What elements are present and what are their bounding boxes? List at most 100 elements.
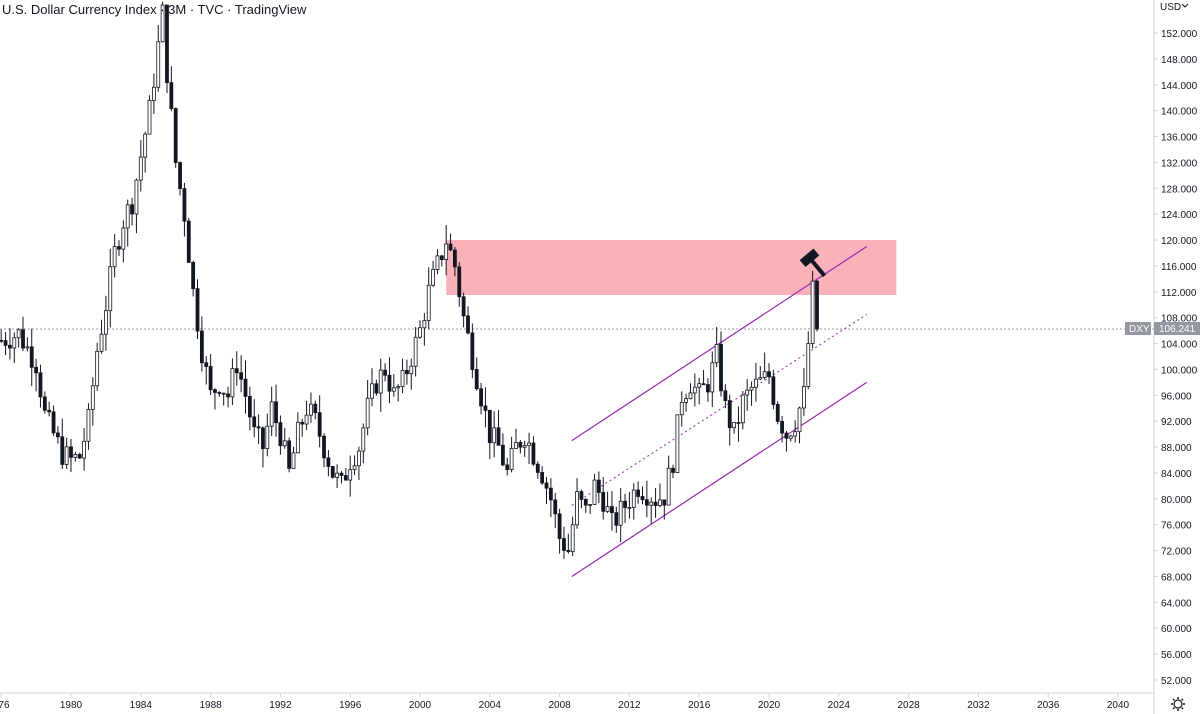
- candle: [802, 367, 806, 416]
- candle: [444, 225, 449, 276]
- candle: [370, 368, 374, 407]
- y-tick-label: 132.000: [1161, 158, 1198, 169]
- y-tick-label: 76.000: [1161, 521, 1192, 532]
- candle: [644, 480, 649, 518]
- candle: [605, 491, 610, 513]
- currency-selector[interactable]: USD: [1160, 2, 1189, 13]
- candle: [156, 24, 161, 92]
- price-axis[interactable]: 52.000 56.000 60.000 64.000 68.000 72.000 76.0…: [1154, 29, 1198, 687]
- resistance-zone-layer: [446, 240, 897, 296]
- candle: [0, 329, 4, 343]
- candle: [692, 373, 697, 407]
- candle: [706, 378, 710, 402]
- channel-upper-line[interactable]: [571, 246, 868, 442]
- candle: [815, 279, 819, 332]
- trend-channel[interactable]: [571, 246, 868, 577]
- candle: [505, 457, 510, 476]
- candle: [121, 220, 126, 263]
- candle: [3, 331, 8, 356]
- candle: [522, 440, 527, 457]
- candle: [186, 217, 191, 263]
- candle: [448, 233, 453, 252]
- channel-middle-line[interactable]: [571, 314, 867, 506]
- candle: [217, 391, 222, 397]
- candle: [348, 455, 353, 497]
- candle: [457, 262, 462, 307]
- x-tick-label: 1988: [199, 700, 222, 711]
- candle: [518, 440, 523, 454]
- candle: [740, 390, 745, 430]
- candle: [42, 391, 47, 414]
- candle: [391, 374, 396, 397]
- candle: [182, 182, 187, 237]
- y-tick-label: 136.000: [1161, 133, 1198, 144]
- candle: [309, 392, 313, 423]
- x-tick-label: 1992: [269, 700, 292, 711]
- candle: [754, 362, 758, 402]
- candle: [749, 381, 754, 406]
- y-tick-label: 116.000: [1161, 262, 1197, 273]
- candle: [274, 384, 278, 437]
- candle: [8, 328, 12, 360]
- symbol-badge: DXY: [1125, 322, 1151, 335]
- candle: [56, 426, 60, 444]
- candle: [204, 356, 209, 385]
- candle: [104, 295, 108, 351]
- gear-icon[interactable]: [1171, 697, 1185, 711]
- resistance-zone[interactable]: [446, 240, 897, 296]
- y-tick-label: 140.000: [1161, 107, 1198, 118]
- candle: [727, 394, 732, 446]
- y-tick-label: 68.000: [1161, 572, 1192, 583]
- x-tick-label: 1996: [339, 700, 362, 711]
- candle: [553, 492, 558, 529]
- candle: [658, 483, 662, 508]
- x-tick-label: 2000: [409, 700, 432, 711]
- candle: [431, 260, 435, 287]
- candle: [335, 464, 340, 489]
- candle: [671, 464, 675, 479]
- candle: [191, 260, 196, 297]
- candle: [762, 352, 767, 380]
- time-axis[interactable]: 976 1980 1984 1988 1992 1996 2000 2004 2008 2012 2…: [0, 693, 1130, 711]
- candle: [396, 384, 401, 402]
- y-tick-label: 52.000: [1161, 676, 1192, 687]
- y-tick-label: 72.000: [1161, 547, 1192, 558]
- candle: [378, 358, 383, 412]
- candle: [165, 4, 169, 94]
- candle: [548, 478, 553, 518]
- candle: [775, 401, 780, 425]
- candle: [108, 248, 113, 328]
- y-tick-label: 124.000: [1161, 210, 1198, 221]
- candle: [649, 497, 654, 524]
- chart-title: U.S. Dollar Currency Index · 3M · TVC · …: [2, 2, 307, 17]
- candle: [570, 516, 575, 556]
- y-tick-label: 92.000: [1161, 417, 1192, 428]
- candle: [269, 386, 274, 436]
- candle: [422, 313, 427, 346]
- candle: [287, 437, 292, 473]
- candle: [34, 358, 38, 392]
- candle: [575, 478, 579, 529]
- y-tick-label: 64.000: [1161, 598, 1192, 609]
- candle: [252, 399, 257, 438]
- candle: [627, 491, 632, 519]
- candle: [160, 1, 165, 43]
- candle: [610, 491, 614, 531]
- candle: [300, 418, 305, 437]
- candle: [47, 401, 52, 417]
- y-tick-label: 148.000: [1161, 55, 1198, 66]
- x-tick-label: 2004: [479, 700, 502, 711]
- candle: [95, 342, 100, 391]
- candle: [317, 395, 322, 448]
- candle: [435, 249, 440, 275]
- candle: [234, 351, 239, 386]
- candle: [134, 178, 139, 234]
- channel-lower-line[interactable]: [571, 381, 868, 577]
- y-tick-label: 104.000: [1161, 340, 1198, 351]
- x-tick-label: 2032: [967, 700, 990, 711]
- candle: [540, 466, 545, 485]
- candle: [239, 355, 244, 393]
- candle: [178, 161, 182, 196]
- candle: [352, 455, 357, 476]
